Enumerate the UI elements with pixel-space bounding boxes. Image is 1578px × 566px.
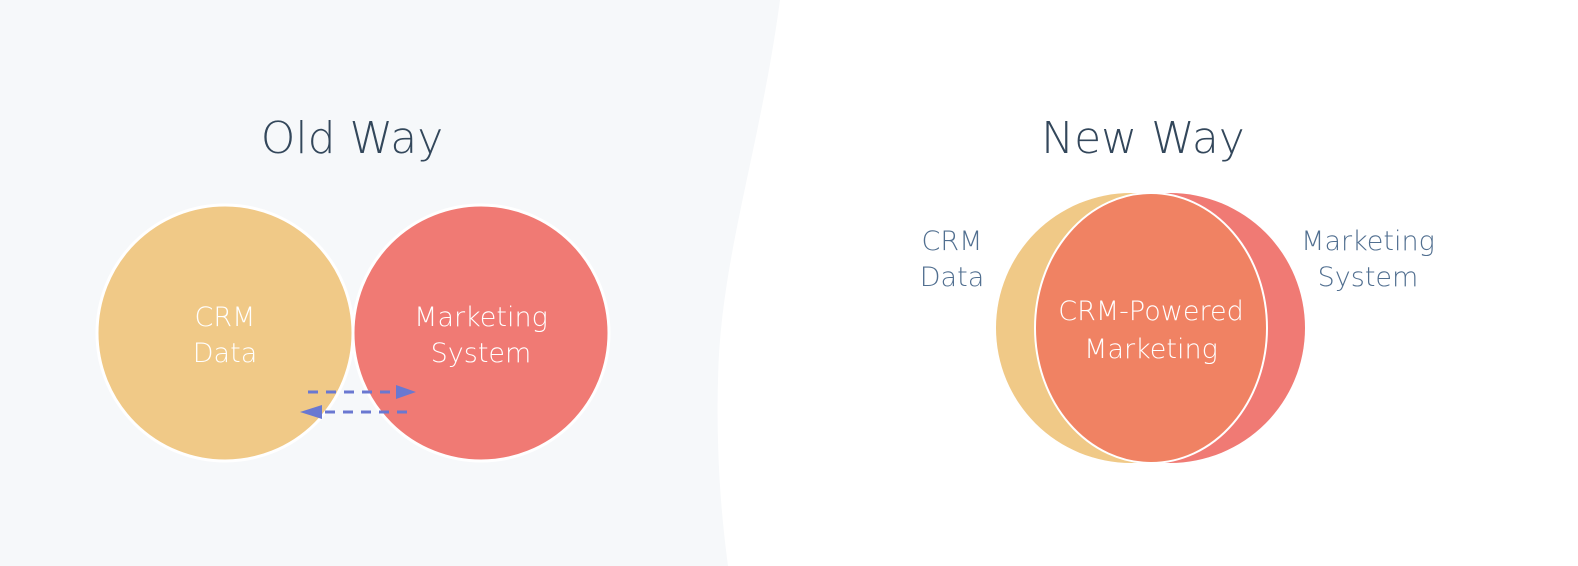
crm-powered-label: CRM-Powered xyxy=(1058,296,1243,327)
new-way-title: New Way xyxy=(1041,113,1245,164)
sync-arrow-right xyxy=(308,385,416,399)
crm-powered-marketing-ellipse xyxy=(1034,192,1268,464)
new-crm-data-label-2: Data xyxy=(920,262,984,293)
marketing-system-circle xyxy=(351,203,611,463)
crm-data-circle xyxy=(95,203,355,463)
new-crm-data-label: CRM xyxy=(922,226,983,257)
new-marketing-system-label: Marketing xyxy=(1301,226,1435,257)
old-way-title: Old Way xyxy=(261,113,443,164)
marketing-system-label: Marketing xyxy=(414,302,548,333)
crm-data-label-2: Data xyxy=(193,338,257,369)
crm-data-label: CRM xyxy=(195,302,256,333)
crm-powered-label-2: Marketing xyxy=(1084,334,1218,365)
sync-arrow-left xyxy=(300,405,407,419)
marketing-system-label-2: System xyxy=(431,338,532,369)
new-marketing-system-label-2: System xyxy=(1318,262,1419,293)
